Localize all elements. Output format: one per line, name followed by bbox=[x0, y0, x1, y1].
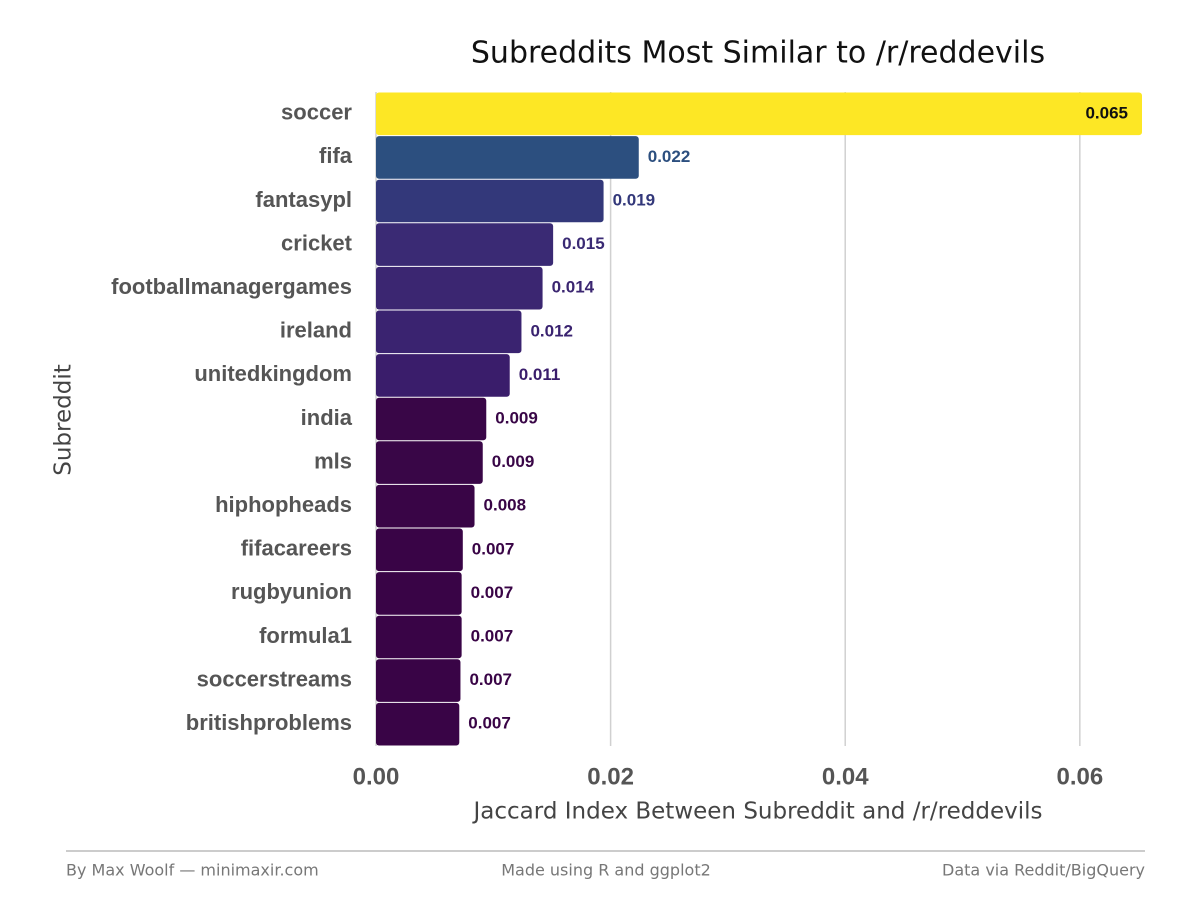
value-label: 0.007 bbox=[471, 626, 514, 645]
y-tick-label: formula1 bbox=[259, 623, 352, 648]
x-tick-label: 0.06 bbox=[1056, 763, 1103, 790]
value-label: 0.022 bbox=[648, 147, 691, 166]
y-tick-label: india bbox=[301, 405, 353, 430]
value-label: 0.019 bbox=[613, 190, 656, 209]
value-label: 0.008 bbox=[484, 496, 527, 515]
y-axis-label: Subreddit bbox=[51, 364, 77, 476]
footer-left: By Max Woolf — minimaxir.com bbox=[66, 861, 319, 880]
value-label: 0.011 bbox=[519, 365, 561, 384]
x-axis-label: Jaccard Index Between Subreddit and /r/r… bbox=[472, 799, 1043, 825]
bar bbox=[376, 397, 487, 441]
value-label: 0.015 bbox=[562, 234, 605, 253]
y-tick-label: fifacareers bbox=[241, 536, 352, 561]
value-label: 0.007 bbox=[468, 714, 511, 733]
bar bbox=[376, 528, 463, 572]
y-tick-label: cricket bbox=[281, 230, 353, 255]
y-tick-label: fantasypl bbox=[255, 187, 352, 212]
bar bbox=[376, 136, 639, 179]
bar bbox=[376, 572, 462, 615]
value-label: 0.009 bbox=[492, 452, 535, 471]
value-label: 0.007 bbox=[472, 539, 515, 558]
chart-title: Subreddits Most Similar to /r/reddevils bbox=[471, 36, 1045, 71]
footer-right: Data via Reddit/BigQuery bbox=[942, 861, 1145, 880]
bar bbox=[376, 484, 475, 528]
x-tick-label: 0.02 bbox=[587, 763, 634, 790]
value-label: 0.009 bbox=[495, 408, 538, 427]
x-tick-label: 0.00 bbox=[353, 763, 400, 790]
y-tick-label: mls bbox=[314, 448, 352, 473]
y-tick-label: ireland bbox=[280, 318, 352, 343]
value-label: 0.065 bbox=[1085, 103, 1128, 122]
value-label: 0.012 bbox=[530, 321, 573, 340]
bar bbox=[376, 702, 460, 746]
bar bbox=[376, 266, 543, 310]
y-tick-label: footballmanagergames bbox=[111, 274, 352, 299]
bar bbox=[376, 441, 483, 484]
y-tick-label: hiphopheads bbox=[215, 492, 352, 517]
y-tick-label: soccerstreams bbox=[197, 666, 352, 691]
y-tick-label: soccer bbox=[281, 100, 352, 125]
y-tick-label: fifa bbox=[319, 143, 353, 168]
bar bbox=[376, 92, 1142, 136]
bar bbox=[376, 310, 522, 354]
y-tick-label: unitedkingdom bbox=[194, 361, 352, 386]
y-tick-label: rugbyunion bbox=[231, 579, 352, 604]
bar bbox=[376, 223, 554, 266]
footer-center: Made using R and ggplot2 bbox=[501, 861, 711, 880]
bar bbox=[376, 659, 461, 702]
bar bbox=[376, 354, 510, 397]
y-tick-label: britishproblems bbox=[186, 710, 352, 735]
value-label: 0.007 bbox=[471, 583, 514, 602]
bar bbox=[376, 179, 604, 223]
x-tick-label: 0.04 bbox=[822, 763, 869, 790]
value-label: 0.007 bbox=[469, 670, 512, 689]
value-label: 0.014 bbox=[552, 278, 595, 297]
bar bbox=[376, 615, 462, 659]
